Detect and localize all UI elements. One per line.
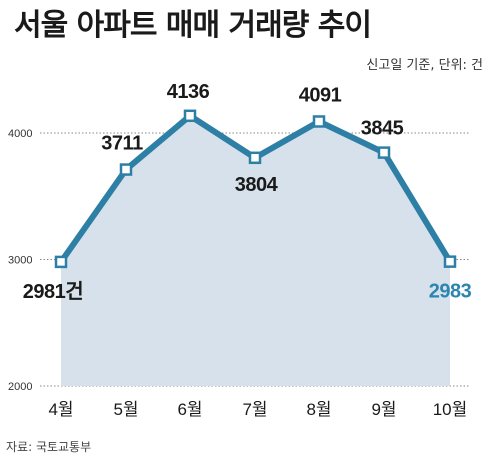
chart-subtitle: 신고일 기준, 단위: 건 [366,58,483,73]
area-shape [61,115,450,387]
data-label: 3804 [235,174,279,196]
line-segment [58,166,129,265]
data-label: 3845 [361,118,404,140]
data-point [377,146,391,159]
data-point [183,109,197,123]
line-segment [316,118,387,156]
x-tick-label: 9월 [371,400,396,419]
source-note: 자료: 국토교통부 [6,440,92,454]
series-line [58,112,453,265]
line-segment [252,118,322,161]
data-label: 2983 [429,281,472,303]
x-tick-label: 8월 [306,400,331,419]
data-markers [54,109,457,269]
x-tick-label: 5월 [113,400,138,419]
y-tick-label: 4000 [8,128,32,140]
data-point [54,255,68,269]
x-tick-label: 10월 [433,400,468,419]
x-tick-label: 7월 [242,400,267,419]
y-axis-ticks: 2000 3000 4000 [8,128,32,393]
data-point [248,151,262,165]
data-labels: 2981건 3711 4136 3804 4091 3845 2983 [23,81,472,303]
data-label: 4091 [299,84,342,106]
area-fill [61,115,450,387]
data-label: 4136 [167,81,210,103]
data-label: 2981건 [23,280,83,303]
line-segment [123,112,193,173]
y-tick-label: 2000 [8,381,32,393]
x-tick-label: 6월 [177,400,202,419]
line-segment [187,112,258,161]
data-label: 3711 [101,133,143,155]
x-axis-ticks: 4월 5월 6월 7월 8월 9월 10월 [48,400,467,419]
y-tick-label: 3000 [8,255,32,267]
data-point [443,255,457,268]
data-point [312,115,326,128]
line-segment [381,149,453,265]
chart-title: 서울 아파트 매매 거래량 추이 [14,8,372,43]
data-point [119,163,133,176]
x-tick-label: 4월 [48,400,73,419]
